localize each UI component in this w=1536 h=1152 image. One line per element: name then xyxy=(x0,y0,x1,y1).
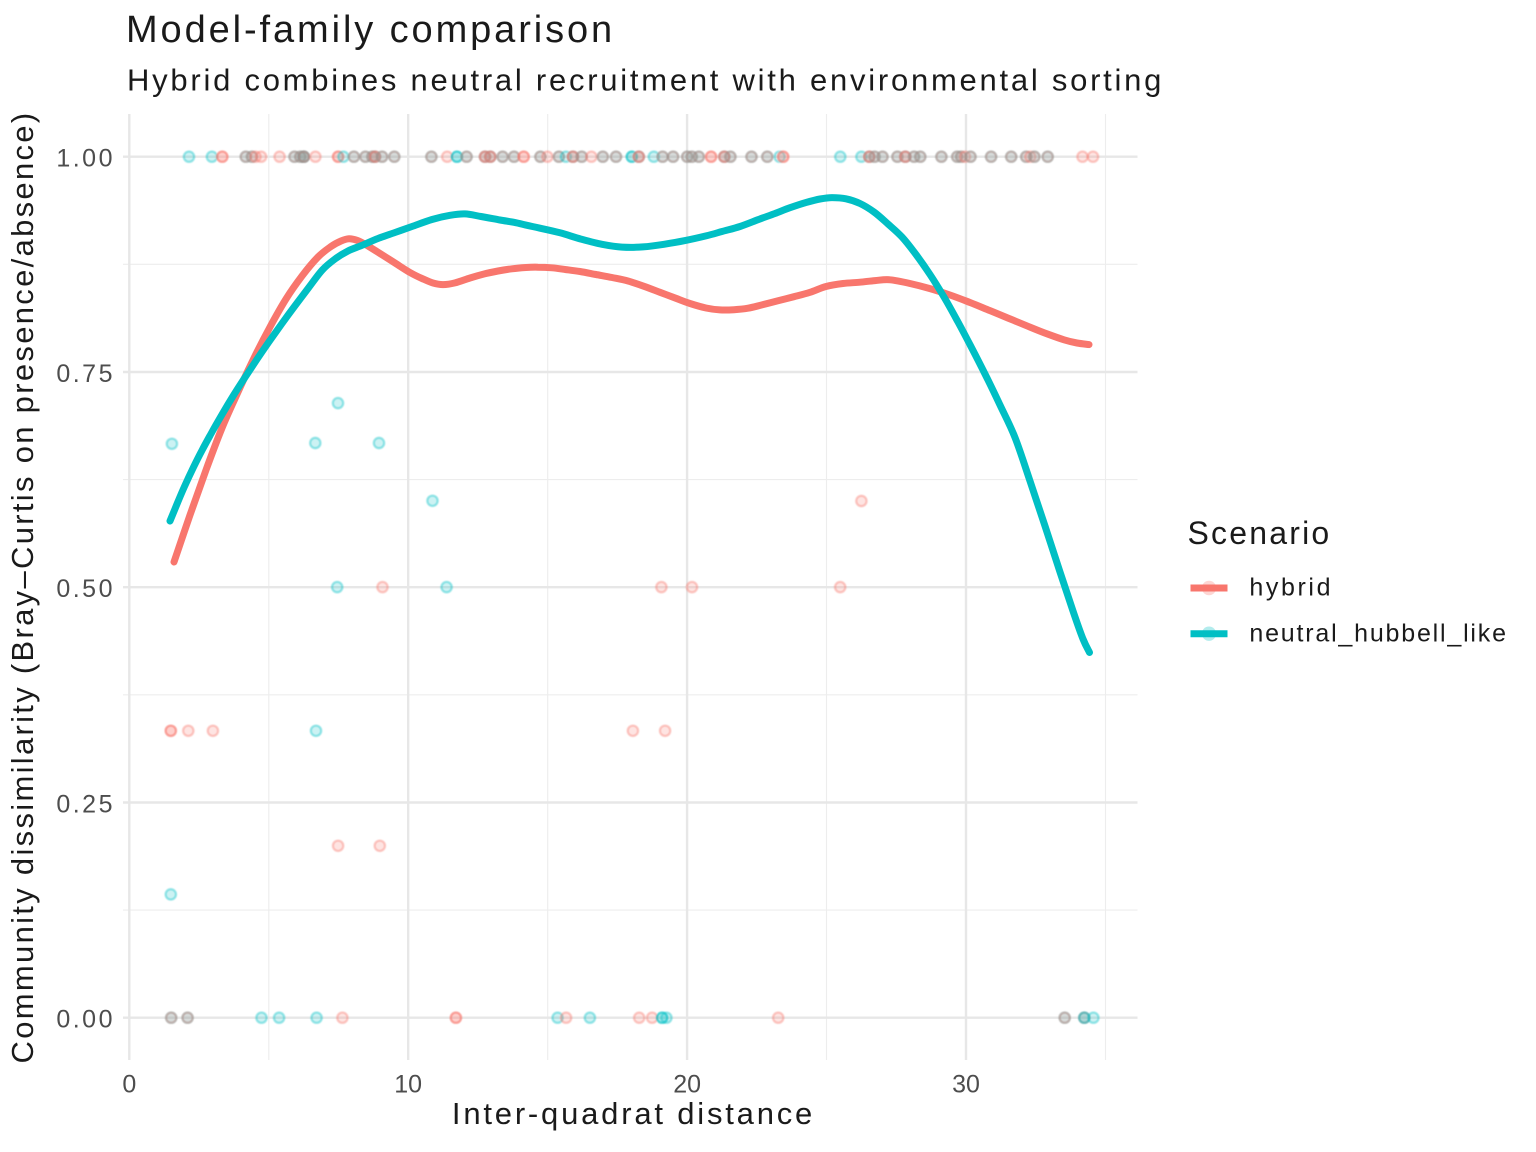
svg-text:Model-family comparison: Model-family comparison xyxy=(126,9,615,51)
svg-text:Scenario: Scenario xyxy=(1188,515,1332,551)
svg-text:Inter-quadrat distance: Inter-quadrat distance xyxy=(452,1096,815,1131)
svg-text:0: 0 xyxy=(122,1071,136,1099)
svg-text:0.25: 0.25 xyxy=(56,791,115,819)
svg-text:20: 20 xyxy=(673,1071,701,1099)
svg-text:Community dissimilarity (Bray–: Community dissimilarity (Bray–Curtis on … xyxy=(5,111,40,1064)
svg-text:Hybrid combines neutral recrui: Hybrid combines neutral recruitment with… xyxy=(127,63,1164,98)
svg-text:30: 30 xyxy=(952,1071,980,1099)
svg-text:hybrid: hybrid xyxy=(1249,574,1333,602)
svg-text:0.00: 0.00 xyxy=(56,1006,115,1034)
svg-text:0.75: 0.75 xyxy=(56,360,115,388)
svg-text:1.00: 1.00 xyxy=(56,145,115,173)
svg-text:0.50: 0.50 xyxy=(56,575,115,603)
svg-text:neutral_hubbell_like: neutral_hubbell_like xyxy=(1249,619,1507,647)
svg-text:10: 10 xyxy=(394,1071,422,1099)
